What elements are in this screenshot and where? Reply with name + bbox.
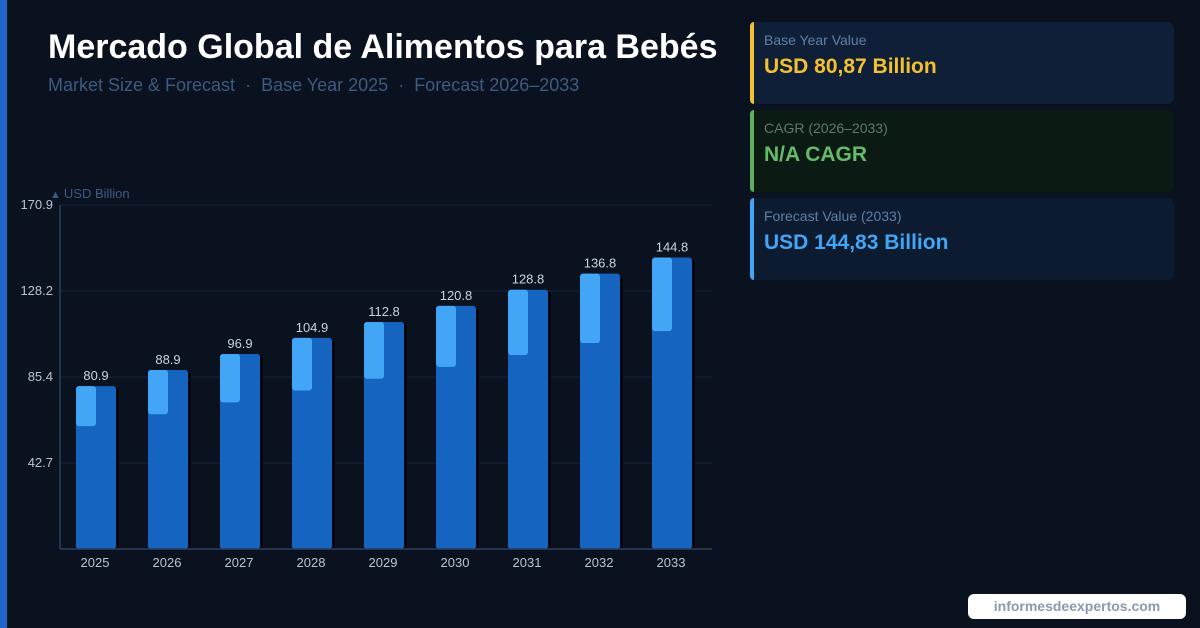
bar-chart: 80.9 88.9 96.9 104.9 112.8 120.8 128.8 136.8 144… [20,197,712,570]
forecast-value: USD 144,83 Billion [764,231,949,254]
bar-highlight [148,370,168,415]
bar [220,353,260,549]
bar-value-label: 136.8 [584,256,617,271]
bar-highlight [220,353,240,403]
bar-value-label: 96.9 [227,336,252,351]
bar-value-label: 112.8 [368,304,400,319]
y-axis-unit-label: ▲ USD Billion [50,186,130,201]
bar-highlight [436,305,456,367]
bar-value-label: 120.8 [440,288,473,303]
y-tick-label: 42.7 [28,455,53,470]
x-tick-label: 2030 [441,555,470,570]
forecast-label: Forecast Value (2033) [764,208,902,224]
bar-highlight [76,386,96,427]
forecast-accent [750,198,754,280]
subtitle-base-year: Base Year 2025 [261,75,389,95]
x-tick-label: 2025 [81,555,110,570]
cagr-value: N/A CAGR [764,143,868,166]
page-subtitle: Market Size & Forecast · Base Year 2025 · Fo… [48,75,579,96]
bar-value-label: 104.9 [296,320,329,335]
bar-value-label: 80.9 [83,368,108,383]
left-accent-bar [0,0,7,628]
subtitle-separator: · [398,75,405,95]
x-tick-label: 2027 [225,555,254,570]
x-tick-label: 2026 [153,555,182,570]
triangle-up-icon: ▲ [50,189,61,201]
bar [76,386,116,549]
bar-value-label: 128.8 [512,272,545,287]
bar-highlight [508,289,528,355]
x-tick-label: 2032 [585,555,614,570]
cagr-accent [750,110,754,192]
bar-highlight [364,321,384,379]
bar [292,337,332,549]
base-year-accent [750,22,754,104]
page-title: Mercado Global de Alimentos para Bebés [48,28,718,66]
chart-axes: 42.7 85.4 128.2 170.9 2025 2026 2027 2028 2029 20… [20,197,712,570]
bar-highlight [292,337,312,391]
cagr-card: CAGR (2026–2033) N/A CAGR [750,110,1174,192]
x-tick-label: 2031 [513,555,542,570]
base-year-card: Base Year Value USD 80,87 Billion [750,22,1174,104]
chart-data-labels: 80.9 88.9 96.9 104.9 112.8 120.8 128.8 136.8 144… [83,240,688,384]
bar-highlight [580,273,600,344]
bar [148,370,188,549]
cagr-label: CAGR (2026–2033) [764,120,888,136]
y-axis-unit-text: USD Billion [63,186,130,201]
subtitle-market: Market Size & Forecast [48,75,236,95]
y-tick-label: 170.9 [20,197,53,212]
base-year-value: USD 80,87 Billion [764,55,937,78]
chart-bars [76,257,695,549]
forecast-card: Forecast Value (2033) USD 144,83 Billion [750,198,1174,280]
base-year-label: Base Year Value [764,32,867,48]
subtitle-forecast: Forecast 2026–2033 [414,75,580,95]
x-tick-label: 2033 [657,555,686,570]
y-tick-label: 128.2 [20,283,53,298]
y-tick-label: 85.4 [28,369,53,384]
subtitle-separator: · [245,75,252,95]
brand-badge[interactable]: informesdeexpertos.com [968,594,1186,619]
bar-value-label: 144.8 [656,240,689,255]
bar-highlight [652,257,672,332]
bar-value-label: 88.9 [155,352,180,367]
x-tick-label: 2028 [297,555,326,570]
x-tick-label: 2029 [369,555,398,570]
